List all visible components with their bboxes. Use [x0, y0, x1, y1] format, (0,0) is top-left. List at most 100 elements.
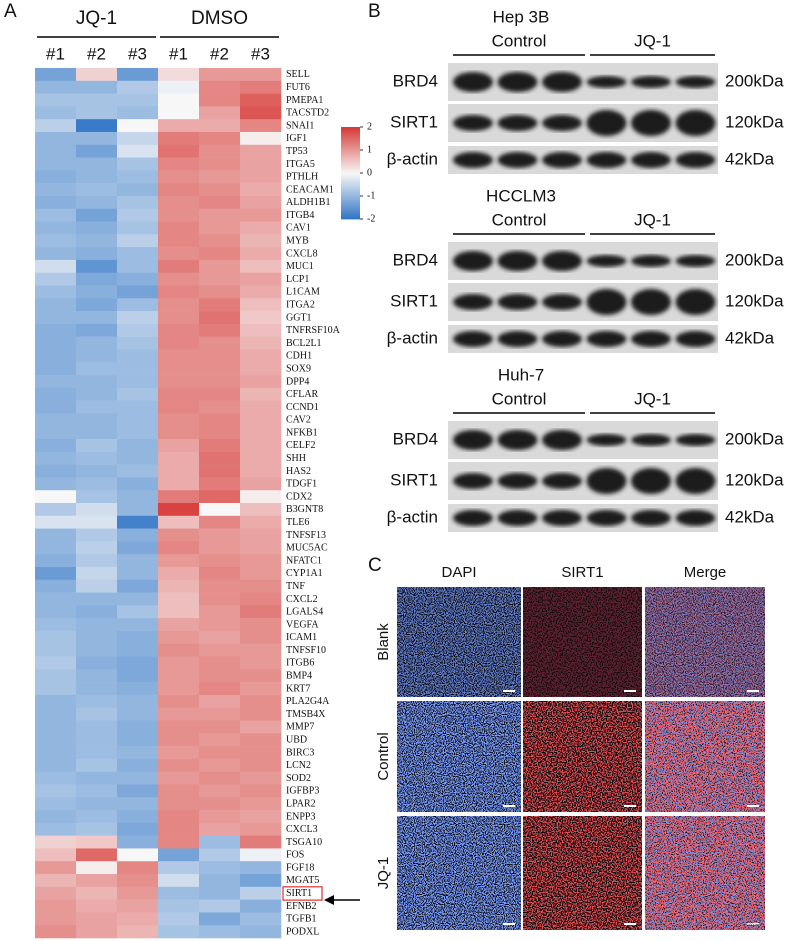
blot-band: [586, 289, 627, 315]
heatmap-cell: [199, 234, 241, 248]
heatmap-cell: [158, 694, 200, 709]
heatmap-cell: [158, 503, 200, 517]
heatmap-cell: [240, 349, 282, 363]
heatmap-cell: [76, 720, 118, 734]
heatmap-cell: [35, 503, 77, 517]
heatmap-cell: [158, 183, 200, 197]
colorbar-step: [341, 149, 360, 152]
heatmap-cell: [199, 247, 241, 261]
heatmap-cell: [199, 746, 241, 760]
colorbar-step: [341, 129, 360, 132]
heatmap-cell: [240, 80, 282, 94]
heatmap-cell: [76, 771, 118, 785]
colorbar-step: [341, 177, 360, 180]
blot-band: [586, 510, 627, 526]
row-label: VEGFA: [286, 619, 319, 630]
heatmap-cell: [35, 771, 77, 785]
colorbar-step: [341, 199, 360, 202]
heatmap-cell: [158, 234, 200, 248]
heatmap-cell: [76, 208, 118, 222]
heatmap-cell: [35, 272, 77, 286]
heatmap-cell: [158, 912, 200, 926]
heatmap-cell: [158, 541, 200, 555]
heatmap-cell: [76, 336, 118, 350]
heatmap-cell: [158, 298, 200, 312]
heatmap-cell: [158, 720, 200, 734]
colorbar-step: [341, 173, 360, 176]
heatmap-cell: [158, 195, 200, 210]
heatmap-cell: [199, 157, 241, 171]
heatmap-cell: [76, 566, 118, 581]
heatmap-cell: [117, 247, 159, 261]
blot-band: [631, 434, 671, 446]
heatmap-cell: [76, 925, 118, 939]
heatmap-cell: [35, 592, 77, 606]
group-label: Control: [492, 389, 547, 408]
colorbar-step: [341, 167, 360, 170]
blot-band: [542, 473, 582, 489]
heatmap-cell: [117, 656, 159, 670]
heatmap-cell: [35, 720, 77, 734]
arrow: [324, 895, 360, 905]
row-label: BIRC3: [286, 747, 314, 758]
heatmap-cell: [240, 797, 282, 811]
heatmap-cell: [117, 375, 159, 389]
blot-band: [631, 255, 671, 267]
row-label: CFLAR: [286, 389, 319, 400]
heatmap-cell: [240, 400, 282, 414]
heatmap-cell: [117, 630, 159, 645]
heatmap-cell: [240, 234, 282, 248]
heatmap-cell: [199, 375, 241, 389]
heatmap-cell: [76, 541, 118, 555]
row-label: TP53: [286, 146, 308, 157]
heatmap-cell: [158, 682, 200, 696]
heatmap-cell: [76, 426, 118, 440]
heatmap-cell: [158, 784, 200, 798]
row-label: MYB: [286, 236, 309, 247]
colorbar-step: [341, 163, 360, 166]
heatmap-cell: [158, 733, 200, 747]
heatmap-cell: [199, 93, 241, 107]
column-label: #2: [87, 44, 106, 63]
heatmap-cell: [117, 758, 159, 772]
heatmap-cell: [199, 221, 241, 235]
heatmap-cell: [35, 170, 77, 184]
heatmap-cell: [117, 797, 159, 811]
heatmap-cell: [35, 899, 77, 913]
heatmap-cell: [240, 247, 282, 261]
heatmap-cell: [117, 848, 159, 862]
heatmap-cell: [117, 912, 159, 926]
colorbar-step: [341, 187, 360, 190]
row-label: MMP7: [286, 722, 314, 733]
heatmap-cell: [76, 746, 118, 760]
heatmap-cell: [199, 835, 241, 849]
panel-label: B: [368, 1, 381, 22]
column-label: #2: [210, 44, 229, 63]
heatmap-cell: [117, 119, 159, 133]
heatmap-cell: [35, 733, 77, 747]
heatmap-cell: [76, 451, 118, 465]
heatmap-cell: [240, 899, 282, 913]
colorbar-step: [341, 209, 360, 212]
heatmap-cell: [199, 618, 241, 632]
heatmap-cell: [240, 311, 282, 325]
heatmap-cell: [158, 119, 200, 133]
blot-band: [542, 115, 582, 131]
heatmap-cell: [35, 490, 77, 504]
heatmap-cell: [158, 669, 200, 683]
protein-label: BRD4: [393, 71, 438, 90]
heatmap-cell: [199, 912, 241, 926]
blot-band: [497, 294, 538, 310]
heatmap-cell: [158, 566, 200, 581]
heatmap-cell: [35, 259, 77, 274]
heatmap-cell: [117, 323, 159, 337]
colorbar-step: [341, 175, 360, 178]
panel-label: A: [4, 1, 17, 22]
heatmap-cell: [117, 490, 159, 504]
heatmap-cell: [35, 579, 77, 593]
heatmap-cell: [158, 362, 200, 376]
size-label: 120kDa: [725, 291, 784, 310]
heatmap-cell: [76, 874, 118, 888]
heatmap-cell: [158, 797, 200, 811]
heatmap-cell: [117, 720, 159, 734]
